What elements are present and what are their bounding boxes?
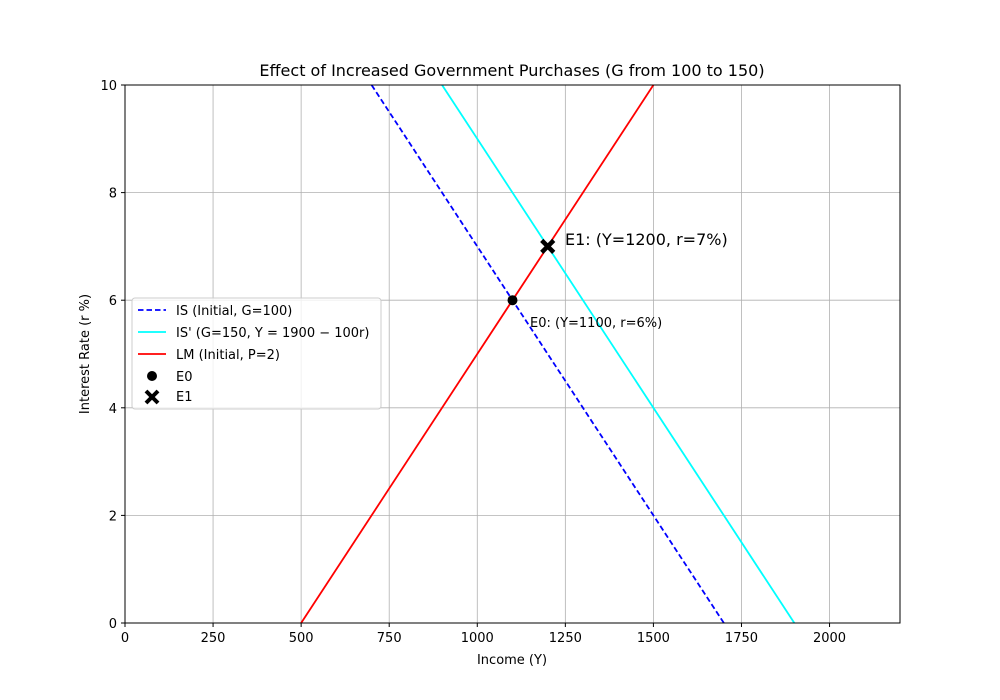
y-tick-label: 8 (109, 187, 117, 202)
point-e0 (507, 295, 518, 306)
x-tick-label: 2000 (813, 631, 846, 646)
x-tick-label: 500 (289, 631, 314, 646)
y-tick-label: 6 (109, 294, 117, 309)
y-tick-label: 2 (109, 509, 117, 524)
y-tick-label: 10 (100, 79, 117, 94)
equilibrium-points (507, 238, 556, 306)
x-tick-label: 750 (377, 631, 402, 646)
x-tick-label: 0 (121, 631, 129, 646)
axis-ticks: 0 250 500 750 1000 1250 1500 1750 2000 0 2 4 6 8 10 (100, 79, 846, 646)
series-lines (300, 84, 796, 624)
legend: IS (Initial, G=100) IS' (G=150, Y = 1900… (131, 297, 382, 410)
legend-label-e0: E0 (176, 370, 193, 385)
plot-frame (124, 84, 901, 624)
legend-marker-e0 (147, 371, 157, 381)
annotations: E0: (Y=1100, r=6%) E1: (Y=1200, r=7%) (530, 230, 728, 331)
legend-marker-e1 (144, 389, 160, 405)
is-line (370, 84, 725, 624)
legend-box (131, 297, 382, 410)
y-tick-label: 4 (109, 402, 117, 417)
x-tick-label: 1750 (725, 631, 758, 646)
x-tick-label: 1500 (637, 631, 670, 646)
x-tick-label: 1000 (461, 631, 494, 646)
legend-label-is-prime: IS' (G=150, Y = 1900 − 100r) (176, 326, 369, 341)
annotation-e1: E1: (Y=1200, r=7%) (565, 230, 728, 249)
legend-label-is: IS (Initial, G=100) (176, 304, 292, 319)
x-tick-label: 250 (201, 631, 226, 646)
y-axis-label: Interest Rate (r %) (78, 294, 93, 414)
x-axis-label: Income (Y) (477, 653, 547, 668)
x-tick-label: 1250 (549, 631, 582, 646)
legend-label-lm: LM (Initial, P=2) (176, 348, 280, 363)
chart-title: Effect of Increased Government Purchases… (259, 61, 764, 80)
legend-label-e1: E1 (176, 390, 193, 405)
point-e1 (540, 238, 556, 254)
annotation-e0: E0: (Y=1100, r=6%) (530, 316, 662, 331)
is-prime-line (441, 84, 796, 624)
y-tick-label: 0 (109, 617, 117, 632)
lm-line (300, 84, 655, 624)
